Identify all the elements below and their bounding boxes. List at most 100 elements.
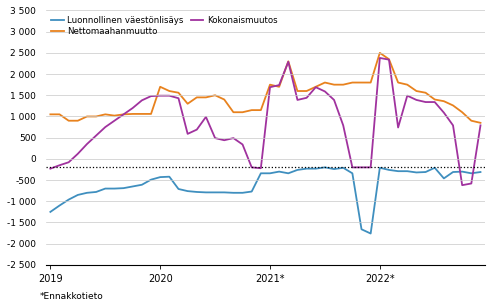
Luonnollinen väestönlisäys [359,228,365,231]
Nettomaahanmuutto [450,104,456,107]
Nettomaahanmuutto [267,83,273,86]
Nettomaahanmuutto [377,51,383,55]
Kokonaismuutos [423,100,429,104]
Luonnollinen väestönlisäys [221,191,227,194]
Luonnollinen väestönlisäys [112,187,118,190]
Luonnollinen väestönlisäys [212,191,218,194]
Kokonaismuutos [93,134,99,137]
Kokonaismuutos [276,83,282,87]
Nettomaahanmuutto [304,89,309,93]
Luonnollinen väestönlisäys [203,191,209,194]
Kokonaismuutos [75,152,81,156]
Luonnollinen väestönlisäys [304,167,309,171]
Nettomaahanmuutto [93,115,99,118]
Kokonaismuutos [295,98,301,102]
Luonnollinen väestönlisäys [322,165,328,169]
Luonnollinen väestönlisäys [450,170,456,174]
Kokonaismuutos [322,90,328,93]
Kokonaismuutos [478,124,484,127]
Kokonaismuutos [240,143,246,146]
Nettomaahanmuutto [230,110,236,114]
Kokonaismuutos [221,138,227,142]
Nettomaahanmuutto [66,119,72,122]
Nettomaahanmuutto [423,91,429,95]
Kokonaismuutos [450,124,456,127]
Luonnollinen väestönlisäys [276,170,282,173]
Nettomaahanmuutto [203,95,209,99]
Nettomaahanmuutto [322,81,328,84]
Kokonaismuutos [148,94,154,98]
Nettomaahanmuutto [413,89,419,93]
Nettomaahanmuutto [139,112,145,116]
Kokonaismuutos [66,161,72,164]
Nettomaahanmuutto [176,91,182,95]
Kokonaismuutos [194,128,200,132]
Kokonaismuutos [413,98,419,102]
Kokonaismuutos [112,119,118,122]
Luonnollinen väestönlisäys [295,168,301,172]
Luonnollinen väestönlisäys [267,171,273,175]
Nettomaahanmuutto [331,83,337,86]
Luonnollinen väestönlisäys [102,187,108,190]
Kokonaismuutos [359,165,365,169]
Nettomaahanmuutto [441,99,447,103]
Luonnollinen väestönlisäys [331,167,337,171]
Kokonaismuutos [368,165,373,169]
Kokonaismuutos [212,136,218,140]
Luonnollinen väestönlisäys [441,177,447,180]
Luonnollinen väestönlisäys [258,171,264,175]
Kokonaismuutos [102,125,108,129]
Nettomaahanmuutto [459,110,465,114]
Kokonaismuutos [47,167,53,171]
Nettomaahanmuutto [368,81,373,84]
Luonnollinen väestönlisäys [459,170,465,173]
Kokonaismuutos [285,60,291,64]
Luonnollinen väestönlisäys [176,187,182,191]
Nettomaahanmuutto [285,59,291,63]
Luonnollinen väestönlisäys [478,170,484,174]
Nettomaahanmuutto [432,98,438,101]
Kokonaismuutos [249,165,255,169]
Nettomaahanmuutto [102,112,108,116]
Kokonaismuutos [304,96,309,100]
Kokonaismuutos [331,98,337,102]
Kokonaismuutos [459,183,465,187]
Legend: Luonnollinen väestönlisäys, Nettomaahanmuutto, Kokonaismuutos: Luonnollinen väestönlisäys, Nettomaahanm… [50,15,278,37]
Kokonaismuutos [230,136,236,140]
Kokonaismuutos [349,165,355,169]
Kokonaismuutos [166,94,172,98]
Kokonaismuutos [184,132,190,136]
Nettomaahanmuutto [212,93,218,97]
Kokonaismuutos [340,124,346,127]
Nettomaahanmuutto [130,112,136,116]
Luonnollinen väestönlisäys [230,191,236,195]
Nettomaahanmuutto [349,81,355,84]
Kokonaismuutos [130,106,136,110]
Luonnollinen väestönlisäys [423,170,429,174]
Nettomaahanmuutto [75,119,81,122]
Nettomaahanmuutto [221,98,227,101]
Luonnollinen väestönlisäys [148,178,154,181]
Luonnollinen väestönlisäys [313,167,319,171]
Nettomaahanmuutto [249,108,255,112]
Luonnollinen väestönlisäys [395,169,401,173]
Luonnollinen väestönlisäys [194,190,200,194]
Luonnollinen väestönlisäys [166,175,172,178]
Kokonaismuutos [386,58,392,62]
Kokonaismuutos [468,182,474,185]
Luonnollinen väestönlisäys [468,171,474,175]
Kokonaismuutos [441,111,447,115]
Luonnollinen väestönlisäys [75,193,81,197]
Luonnollinen väestönlisäys [377,166,383,170]
Line: Kokonaismuutos: Kokonaismuutos [50,58,481,185]
Nettomaahanmuutto [240,110,246,114]
Luonnollinen väestönlisäys [184,189,190,193]
Luonnollinen väestönlisäys [240,191,246,195]
Nettomaahanmuutto [112,114,118,118]
Luonnollinen väestönlisäys [349,171,355,175]
Luonnollinen väestönlisäys [57,204,62,207]
Luonnollinen väestönlisäys [368,232,373,235]
Nettomaahanmuutto [157,85,163,88]
Luonnollinen väestönlisäys [47,210,53,214]
Kokonaismuutos [176,96,182,100]
